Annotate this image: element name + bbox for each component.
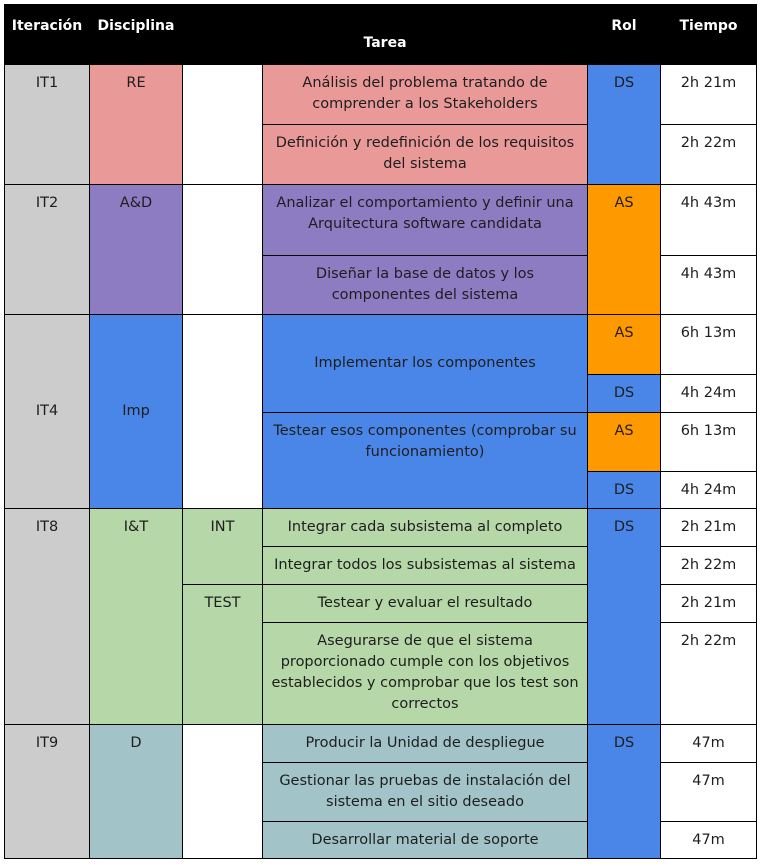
sub-discipline-cell: TEST (182, 584, 263, 725)
rol-cell: AS (587, 412, 662, 472)
table-row: DS 4h 24m (5, 374, 758, 413)
table-row: Integrar todos los subsistemas al sistem… (5, 546, 758, 585)
header-iteracion: Iteración (4, 4, 90, 65)
disciplina-cell: RE (89, 64, 183, 185)
tiempo-cell: 4h 43m (660, 184, 758, 256)
disciplina-cell: Imp (89, 314, 183, 509)
task-cell: Producir la Unidad de despliegue (261, 724, 589, 763)
header-row: Iteración Disciplina Tarea Rol Tiempo (4, 4, 758, 65)
disciplina-cell: A&D (89, 184, 183, 315)
tiempo-cell: 4h 43m (660, 255, 758, 315)
tiempo-cell: 4h 24m (660, 471, 758, 509)
rol-cell: DS (587, 374, 662, 413)
header-rol: Rol (587, 4, 662, 65)
iteracion-cell: IT9 (4, 724, 90, 859)
table-row: Asegurarse de que el sistema proporciona… (5, 622, 758, 725)
iteracion-cell: IT1 (4, 64, 90, 185)
rol-cell: DS (587, 64, 662, 185)
table-row: IT4 Imp Implementar los componentes AS 6… (4, 314, 758, 509)
task-cell: Definición y redefinición de los requisi… (261, 124, 589, 185)
sub-discipline-cell (182, 184, 263, 315)
sub-discipline-cell (182, 64, 263, 185)
rol-cell: DS (587, 724, 662, 859)
table-row: DS 4h 24m (5, 471, 758, 509)
tiempo-cell: 2h 21m (660, 64, 758, 125)
table-row: Desarrollar material de soporte 47m (5, 821, 758, 859)
tiempo-cell: 47m (660, 724, 758, 763)
iteracion-cell: IT4 (4, 314, 90, 509)
rol-cell: AS (587, 314, 662, 375)
task-cell: Implementar los componentes (261, 314, 589, 413)
sub-discipline-cell (182, 314, 263, 509)
table-row: Diseñar la base de datos y los component… (5, 255, 758, 315)
disciplina-cell: I&T (89, 508, 183, 725)
tiempo-cell: 47m (660, 821, 758, 859)
sub-discipline-cell (182, 724, 263, 859)
tiempo-cell: 2h 22m (660, 546, 758, 585)
table-row: IT2 A&D Analizar el comportamiento y def… (4, 184, 758, 315)
tiempo-cell: 2h 21m (660, 584, 758, 623)
tiempo-cell: 6h 13m (660, 314, 758, 375)
task-cell: Integrar todos los subsistemas al sistem… (261, 546, 589, 585)
tiempo-cell: 2h 22m (660, 622, 758, 725)
rol-cell: DS (587, 508, 662, 725)
tiempo-cell: 2h 21m (660, 508, 758, 547)
table-row: TEST Testear y evaluar el resultado 2h 2… (5, 584, 758, 725)
table-row: Testear esos componentes (comprobar su f… (5, 412, 758, 509)
header-disciplina: Disciplina (89, 4, 183, 65)
disciplina-cell: D (89, 724, 183, 859)
iteracion-cell: IT2 (4, 184, 90, 315)
planning-table: Iteración Disciplina Tarea Rol Tiempo IT… (4, 4, 758, 859)
task-cell: Diseñar la base de datos y los component… (261, 255, 589, 315)
tiempo-cell: 6h 13m (660, 412, 758, 472)
header-tarea: Tarea (181, 4, 589, 65)
task-cell: Gestionar las pruebas de instalación del… (261, 762, 589, 822)
table-row: Definición y redefinición de los requisi… (5, 124, 758, 185)
rol-cell: DS (587, 471, 662, 509)
sub-discipline-cell: INT (182, 508, 263, 585)
task-cell: Asegurarse de que el sistema proporciona… (261, 622, 589, 725)
task-cell: Análisis del problema tratando de compre… (261, 64, 589, 125)
iteracion-cell: IT8 (4, 508, 90, 725)
task-cell: Desarrollar material de soporte (261, 821, 589, 859)
tiempo-cell: 47m (660, 762, 758, 822)
table-row: IT1 RE Análisis del problema tratando de… (4, 64, 758, 185)
rol-cell: AS (587, 184, 662, 315)
header-tiempo: Tiempo (660, 4, 758, 65)
task-cell: Testear esos componentes (comprobar su f… (261, 412, 589, 509)
task-cell: Integrar cada subsistema al completo (261, 508, 589, 547)
tiempo-cell: 4h 24m (660, 374, 758, 413)
tiempo-cell: 2h 22m (660, 124, 758, 185)
table-row: Gestionar las pruebas de instalación del… (5, 762, 758, 822)
table-row: IT9 D Producir la Unidad de despliegue D… (4, 724, 758, 859)
task-cell: Analizar el comportamiento y definir una… (261, 184, 589, 256)
table-row: IT8 I&T INT Integrar cada subsistema al … (4, 508, 758, 725)
task-cell: Testear y evaluar el resultado (261, 584, 589, 623)
